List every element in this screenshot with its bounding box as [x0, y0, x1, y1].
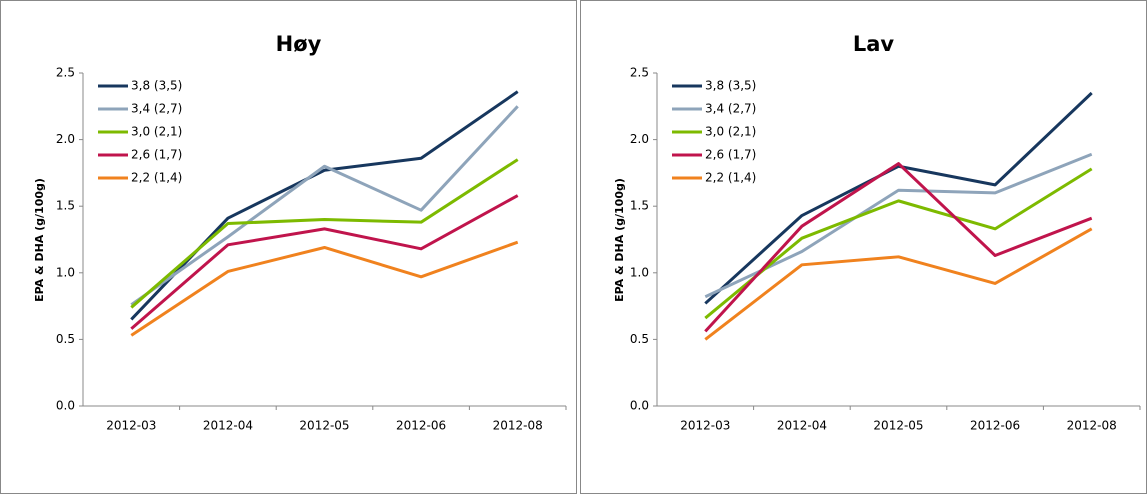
legend-label: 2,2 (1,4)	[705, 171, 756, 185]
x-tick-label: 2012-06	[970, 419, 1020, 433]
y-tick-label: 0.5	[630, 332, 649, 346]
x-tick-label: 2012-06	[396, 419, 446, 433]
series-line	[704, 167, 1093, 320]
y-axis-label: EPA & DHA (g/100g)	[613, 178, 626, 302]
y-tick-label: 1.0	[56, 265, 75, 279]
series-line	[704, 91, 1093, 305]
y-tick-label: 2.5	[56, 66, 75, 80]
x-tick-label: 2012-05	[299, 419, 349, 433]
y-tick-label: 0.0	[630, 399, 649, 413]
x-tick-label: 2012-04	[203, 419, 253, 433]
series-line	[130, 105, 519, 306]
y-tick-label: 1.0	[630, 265, 649, 279]
y-tick-label: 1.5	[630, 199, 649, 213]
y-tick-label: 2.0	[56, 132, 75, 146]
legend-label: 2,2 (1,4)	[131, 171, 182, 185]
panel-border	[0, 0, 577, 494]
legend-label: 2,6 (1,7)	[705, 148, 756, 162]
series-line	[704, 162, 1093, 333]
x-tick-label: 2012-05	[873, 419, 923, 433]
x-tick-label: 2012-04	[777, 419, 827, 433]
legend-label: 3,4 (2,7)	[705, 102, 756, 116]
x-tick-label: 2012-08	[493, 419, 543, 433]
y-tick-label: 0.0	[56, 399, 75, 413]
legend-label: 3,0 (2,1)	[131, 125, 182, 139]
series-line	[130, 158, 519, 309]
x-tick-label: 2012-03	[680, 419, 730, 433]
y-axis-label: EPA & DHA (g/100g)	[33, 178, 46, 302]
legend-label: 3,8 (3,5)	[705, 79, 756, 93]
y-tick-label: 1.5	[56, 199, 75, 213]
series-line	[130, 194, 519, 330]
panel-border	[580, 0, 1147, 494]
y-tick-label: 0.5	[56, 332, 75, 346]
chart-title: Lav	[853, 32, 895, 56]
legend-label: 3,8 (3,5)	[131, 79, 182, 93]
y-tick-label: 2.0	[630, 132, 649, 146]
y-tick-label: 2.5	[630, 66, 649, 80]
legend-label: 2,6 (1,7)	[131, 148, 182, 162]
series-line	[130, 240, 519, 337]
legend-label: 3,4 (2,7)	[131, 102, 182, 116]
x-tick-label: 2012-08	[1067, 419, 1117, 433]
series-line	[704, 227, 1093, 341]
chart-title: Høy	[276, 32, 322, 56]
legend-label: 3,0 (2,1)	[705, 125, 756, 139]
x-tick-label: 2012-03	[106, 419, 156, 433]
